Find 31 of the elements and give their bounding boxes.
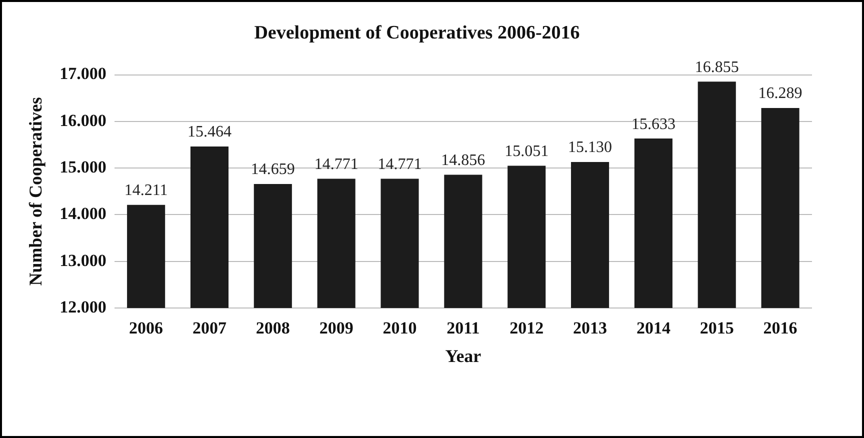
data-label: 16.855 <box>694 58 739 76</box>
x-tick-label: 2009 <box>319 318 354 338</box>
data-label: 14.211 <box>124 182 168 200</box>
y-tick-label: 12.000 <box>60 297 106 316</box>
x-tick-label: 2012 <box>510 318 544 338</box>
x-tick-label: 2011 <box>446 318 480 338</box>
x-tick-label: 2016 <box>763 318 798 338</box>
y-tick-label: 16.000 <box>60 110 106 130</box>
x-tick-label: 2014 <box>636 318 671 338</box>
x-tick-label: 2010 <box>382 318 417 338</box>
x-tick-label: 2013 <box>573 318 608 338</box>
y-tick-label: 14.000 <box>60 204 106 224</box>
x-axis-title: Year <box>445 346 482 366</box>
x-tick-label: 2007 <box>192 318 227 338</box>
data-label: 15.130 <box>568 139 612 156</box>
y-tick-label: 13.000 <box>60 250 106 270</box>
x-tick-label: 2008 <box>256 318 290 338</box>
data-label: 15.464 <box>187 124 232 141</box>
y-axis-title: Number of Cooperatives <box>25 97 46 286</box>
data-label: 14.856 <box>441 152 486 169</box>
data-label: 15.633 <box>631 116 676 133</box>
chart-title: Development of Cooperatives 2006-2016 <box>254 22 580 44</box>
data-label: 14.771 <box>378 156 422 173</box>
y-tick-label: 17.000 <box>60 64 106 84</box>
data-label: 14.659 <box>250 161 295 178</box>
data-label: 15.051 <box>504 142 549 160</box>
x-tick-label: 2015 <box>700 318 734 338</box>
y-tick-label: 15.000 <box>60 157 106 176</box>
data-label: 16.289 <box>758 85 802 102</box>
x-tick-label: 2006 <box>129 318 164 338</box>
data-label: 14.771 <box>314 156 358 173</box>
